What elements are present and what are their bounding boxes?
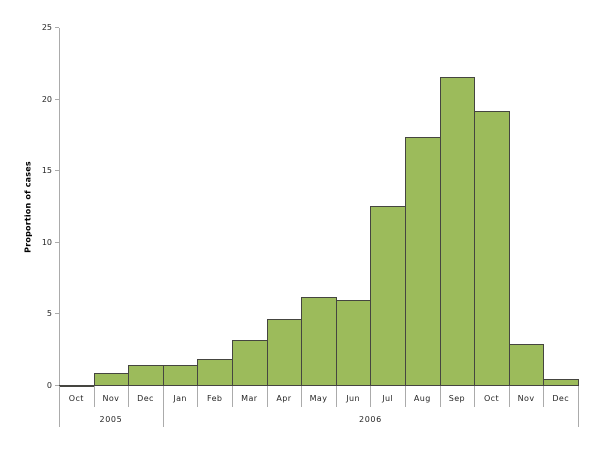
chart-bar <box>370 205 406 386</box>
y-tick-label: 10 <box>41 237 52 247</box>
x-month-label: May <box>309 394 328 403</box>
chart-bar <box>439 76 476 386</box>
y-tick-mark <box>55 241 59 243</box>
x-year-label: 2005 <box>99 415 123 424</box>
x-category-separator <box>93 386 95 407</box>
x-month-label: Oct <box>68 394 84 403</box>
y-tick-label: 20 <box>41 94 52 104</box>
y-axis-line <box>59 28 60 386</box>
x-month-label: Nov <box>102 394 120 403</box>
chart-bar <box>301 297 337 386</box>
chart-bar <box>335 300 372 386</box>
y-tick-mark <box>55 170 59 172</box>
chart-bar <box>543 378 579 386</box>
chart-bar <box>266 318 303 386</box>
chart-bar <box>508 344 545 386</box>
y-tick-label: 25 <box>41 23 52 32</box>
x-category-separator <box>370 386 372 407</box>
y-tick-mark <box>55 27 59 28</box>
x-month-label: Sep <box>448 394 466 403</box>
x-category-separator <box>474 386 476 407</box>
x-year-label: 2006 <box>359 415 382 424</box>
x-category-separator <box>162 386 164 427</box>
x-month-label: Nov <box>517 394 535 403</box>
x-category-separator <box>335 386 337 407</box>
x-category-separator <box>232 386 233 407</box>
chart-bar <box>128 364 164 386</box>
chart-bar <box>232 340 268 386</box>
y-tick-label: 15 <box>41 166 52 176</box>
x-month-label: Jun <box>346 394 360 403</box>
y-tick-mark <box>55 98 59 100</box>
x-category-separator <box>59 386 60 427</box>
x-category-separator <box>301 386 303 407</box>
x-category-separator <box>197 386 199 407</box>
x-category-separator <box>439 386 441 407</box>
chart-bar <box>162 364 199 386</box>
x-month-label: Jan <box>173 394 187 403</box>
x-category-separator <box>578 386 579 427</box>
chart-bar <box>197 358 233 386</box>
y-tick-label: 0 <box>46 381 52 390</box>
x-month-label: Dec <box>552 394 570 403</box>
x-category-separator <box>508 386 510 407</box>
x-category-separator <box>266 386 268 407</box>
chart-bar <box>405 136 441 386</box>
x-month-label: Oct <box>483 394 499 403</box>
x-category-separator <box>405 386 406 407</box>
chart-bar <box>474 111 510 386</box>
x-month-label: Feb <box>207 394 223 403</box>
x-month-label: Mar <box>241 394 258 403</box>
x-month-label: Jul <box>382 394 394 403</box>
x-month-label: Dec <box>137 394 154 403</box>
x-category-separator <box>543 386 545 407</box>
x-month-label: Aug <box>413 394 431 403</box>
chart-bar <box>59 384 95 387</box>
x-category-separator <box>128 386 130 407</box>
x-month-label: Apr <box>276 394 292 403</box>
chart-bar <box>93 373 130 386</box>
y-tick-mark <box>55 385 59 386</box>
y-tick-mark <box>55 313 59 315</box>
y-tick-label: 5 <box>46 309 52 319</box>
